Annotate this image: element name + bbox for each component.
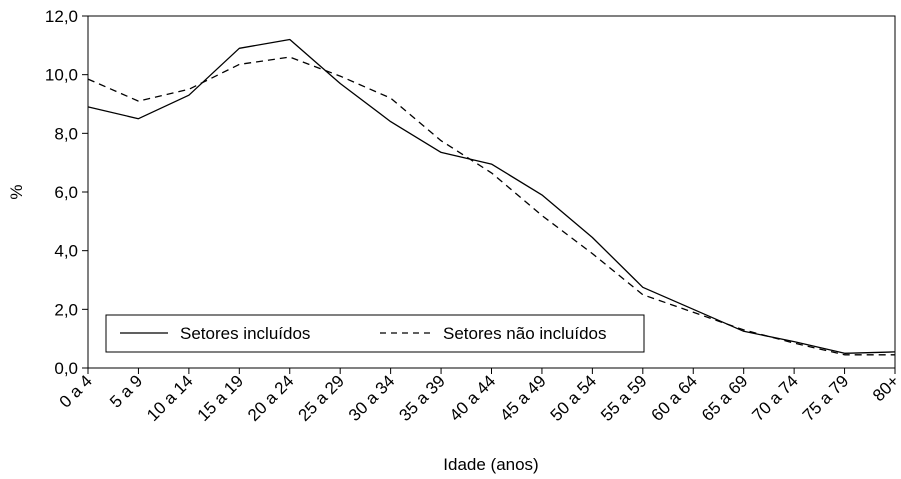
series-line-setores-incluidos bbox=[87, 38, 896, 354]
x-tick-label: 70 a 74 bbox=[748, 371, 802, 425]
legend: Setores incluídos Setores não incluídos bbox=[105, 314, 645, 353]
y-tick-label: 2,0 bbox=[54, 300, 78, 319]
x-axis-label: Idade (anos) bbox=[443, 455, 538, 474]
x-tick-label: 45 a 49 bbox=[496, 371, 550, 425]
legend-label-setores-incluidos: Setores incluídos bbox=[180, 324, 310, 343]
x-tick-label: 75 a 79 bbox=[799, 371, 853, 425]
x-tick-label: 60 a 64 bbox=[648, 371, 702, 425]
series-lines bbox=[87, 38, 896, 356]
x-tick-label: 15 a 19 bbox=[194, 371, 248, 425]
x-tick-label: 65 a 69 bbox=[698, 371, 752, 425]
x-tick-label: 35 a 39 bbox=[395, 371, 449, 425]
y-axis: 0,0 2,0 4,0 6,0 8,0 10,0 12,0 bbox=[45, 7, 88, 378]
x-tick-label: 5 a 9 bbox=[106, 371, 146, 411]
x-tick-label: 55 a 59 bbox=[597, 371, 651, 425]
legend-box bbox=[105, 314, 645, 353]
legend-label-setores-nao-incluidos: Setores não incluídos bbox=[443, 324, 607, 343]
y-tick-label: 0,0 bbox=[54, 359, 78, 378]
x-tick-label: 20 a 24 bbox=[244, 371, 298, 425]
y-tick-label: 4,0 bbox=[54, 242, 78, 261]
x-tick-label: 10 a 14 bbox=[143, 371, 197, 425]
y-tick-label: 8,0 bbox=[54, 124, 78, 143]
x-tick-label: 30 a 34 bbox=[345, 371, 399, 425]
series-line-setores-nao-incluidos bbox=[87, 56, 895, 356]
y-axis-label: % bbox=[7, 184, 26, 199]
x-tick-label: 40 a 44 bbox=[446, 371, 500, 425]
y-tick-label: 12,0 bbox=[45, 7, 78, 26]
x-tick-label: 80+ bbox=[869, 371, 901, 405]
y-tick-label: 6,0 bbox=[54, 183, 78, 202]
plot-area-frame bbox=[87, 15, 896, 369]
x-tick-label: 50 a 54 bbox=[547, 371, 601, 425]
y-tick-label: 10,0 bbox=[45, 66, 78, 85]
x-tick-label: 25 a 29 bbox=[294, 371, 348, 425]
